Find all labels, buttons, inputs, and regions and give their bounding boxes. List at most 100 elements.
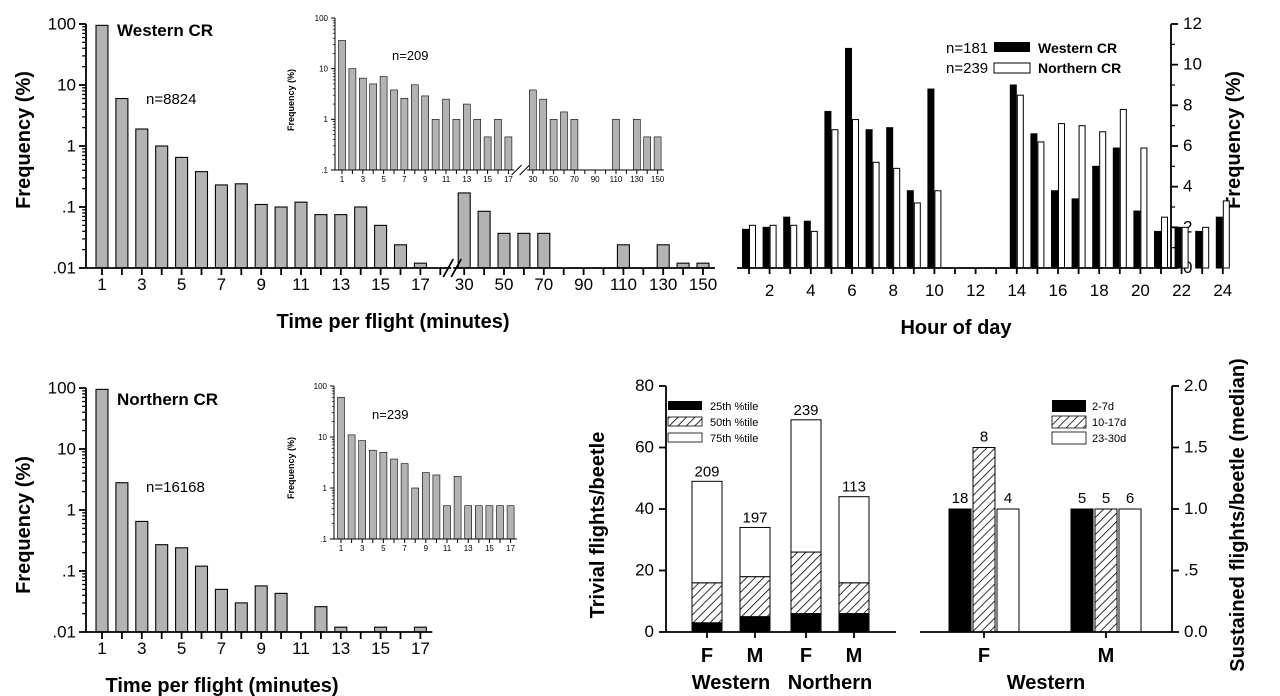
x-axis-label: Time per flight (minutes) — [277, 311, 510, 333]
bar-5 — [379, 452, 388, 540]
x-tick-label: 1 — [97, 639, 106, 658]
bar-50 — [549, 119, 558, 171]
northern-flight-duration-panel: Frequency (%) Northern CR n=16168 Time p… — [13, 378, 433, 696]
bar-1 — [337, 397, 345, 540]
bar-7 — [400, 98, 409, 171]
inset-sample-size-label: n=239 — [372, 407, 409, 422]
axes — [659, 385, 896, 638]
x-tick-label: 15 — [485, 544, 494, 553]
x-tick-labels: F M F M Western Northern — [692, 645, 873, 694]
bar-30 — [528, 89, 537, 171]
x-tick-label: 22 — [1172, 281, 1191, 300]
x-tick-label: 90 — [574, 275, 593, 294]
x-tick-label: M — [747, 645, 764, 667]
x-tick-label: F — [701, 645, 713, 667]
y-tick-label: 1.0 — [1184, 499, 1208, 518]
bar-northern-hour-14 — [1016, 94, 1024, 269]
x-tick-label: 4 — [806, 281, 815, 300]
bar-8 — [411, 487, 420, 540]
bar-8 — [234, 602, 248, 633]
bar-7 — [214, 184, 228, 269]
x-tick-label: 17 — [504, 175, 513, 184]
bar-segment-75th — [739, 526, 771, 578]
bar-count-label: 8 — [980, 429, 988, 446]
x-tick-label: 8 — [888, 281, 897, 300]
x-tick-label: 20 — [1131, 281, 1150, 300]
y-tick-label: 2.0 — [1184, 376, 1208, 395]
bar-western-hour-16 — [1051, 190, 1058, 269]
x-tick-labels: F M Western — [978, 645, 1114, 694]
bar-10-17d-F — [972, 447, 996, 633]
bar-western-hour-6 — [845, 47, 852, 269]
x-tick-label: 110 — [610, 175, 623, 184]
bar-western-hour-22 — [1174, 226, 1182, 269]
inset-axes — [330, 385, 517, 543]
x-tick-label: 13 — [331, 275, 350, 294]
bar-7 — [214, 588, 228, 633]
group-label-western: Western — [692, 672, 771, 694]
bar-8 — [410, 84, 419, 171]
legend-label-25th: 25th %tile — [710, 401, 758, 413]
bar-11 — [294, 201, 308, 269]
x-tick-label: 130 — [630, 175, 644, 184]
axes — [920, 385, 1179, 638]
bar-total-label: 113 — [842, 479, 866, 496]
axis-break-mark — [450, 258, 463, 278]
bar-western-hour-17 — [1071, 198, 1079, 269]
bar-western-hour-8 — [886, 127, 894, 269]
legend-swatch-50th — [667, 416, 703, 427]
legend-label-23-30d: 23-30d — [1092, 433, 1126, 445]
y-axis-label: Trivial flights/beetle — [587, 432, 609, 619]
x-tick-label: 50 — [549, 175, 558, 184]
x-tick-label: 30 — [455, 275, 474, 294]
bar-110 — [616, 244, 630, 269]
bar-8 — [234, 183, 248, 269]
trivial-flights-panel: Trivial flights/beetle 25th %tile 50th %… — [587, 376, 896, 694]
bar-northern-hour-22 — [1181, 226, 1189, 269]
bars — [95, 24, 710, 269]
x-tick-label: 18 — [1090, 281, 1109, 300]
bar-northern-hour-10 — [934, 190, 942, 269]
legend-label-10-17d: 10-17d — [1092, 417, 1126, 429]
x-tick-label: 9 — [424, 544, 429, 553]
sustained-flights-panel: Sustained flights/beetle (median) 2-7d 1… — [920, 358, 1249, 694]
x-tick-label: 24 — [1213, 281, 1232, 300]
x-tick-label: 5 — [381, 175, 386, 184]
bar-4 — [155, 544, 169, 633]
y-tick-label: 1 — [323, 484, 328, 493]
bar-count-label: 5 — [1078, 490, 1086, 507]
x-tick-label: 16 — [1049, 281, 1068, 300]
x-tick-label: 7 — [217, 639, 226, 658]
bar-segment-25th — [739, 616, 771, 633]
x-tick-label: 90 — [591, 175, 600, 184]
bar-12 — [453, 475, 462, 540]
bar-western-hour-24 — [1215, 216, 1223, 269]
bar-segment-25th — [838, 613, 870, 633]
y-tick-label: .1 — [62, 561, 76, 580]
x-tick-label: 9 — [423, 175, 428, 184]
x-tick-label: 17 — [506, 544, 515, 553]
y-tick-labels: 0.0 .5 1.0 1.5 2.0 — [1184, 376, 1208, 641]
bar-northern-hour-5 — [831, 129, 839, 269]
bar-count-label: 18 — [952, 490, 969, 507]
y-axis-label: Frequency (%) — [13, 456, 35, 594]
y-tick-label: 100 — [314, 382, 328, 391]
bar-14 — [473, 119, 482, 171]
bar-1 — [338, 40, 346, 171]
y-tick-label: 10 — [57, 75, 76, 94]
y-tick-label: .01 — [52, 622, 76, 641]
bar-total-label: 239 — [793, 402, 818, 419]
bar-western-hour-5 — [824, 110, 832, 269]
y-tick-labels: 100 10 1 .1 .01 — [48, 14, 76, 277]
inset-bars — [338, 40, 662, 171]
y-tick-label: 100 — [48, 14, 76, 33]
bar-segment-25th — [790, 613, 822, 633]
bar-northern-hour-3 — [790, 224, 798, 269]
legend-n-western: n=181 — [946, 40, 988, 57]
bar-60 — [560, 111, 568, 171]
bar-western-hour-3 — [783, 216, 791, 269]
y-tick-label: 1.5 — [1184, 438, 1208, 457]
hour-of-day-panel: Frequency (%) Hour of day n=181 Western … — [737, 14, 1245, 339]
bar-1 — [95, 24, 109, 269]
